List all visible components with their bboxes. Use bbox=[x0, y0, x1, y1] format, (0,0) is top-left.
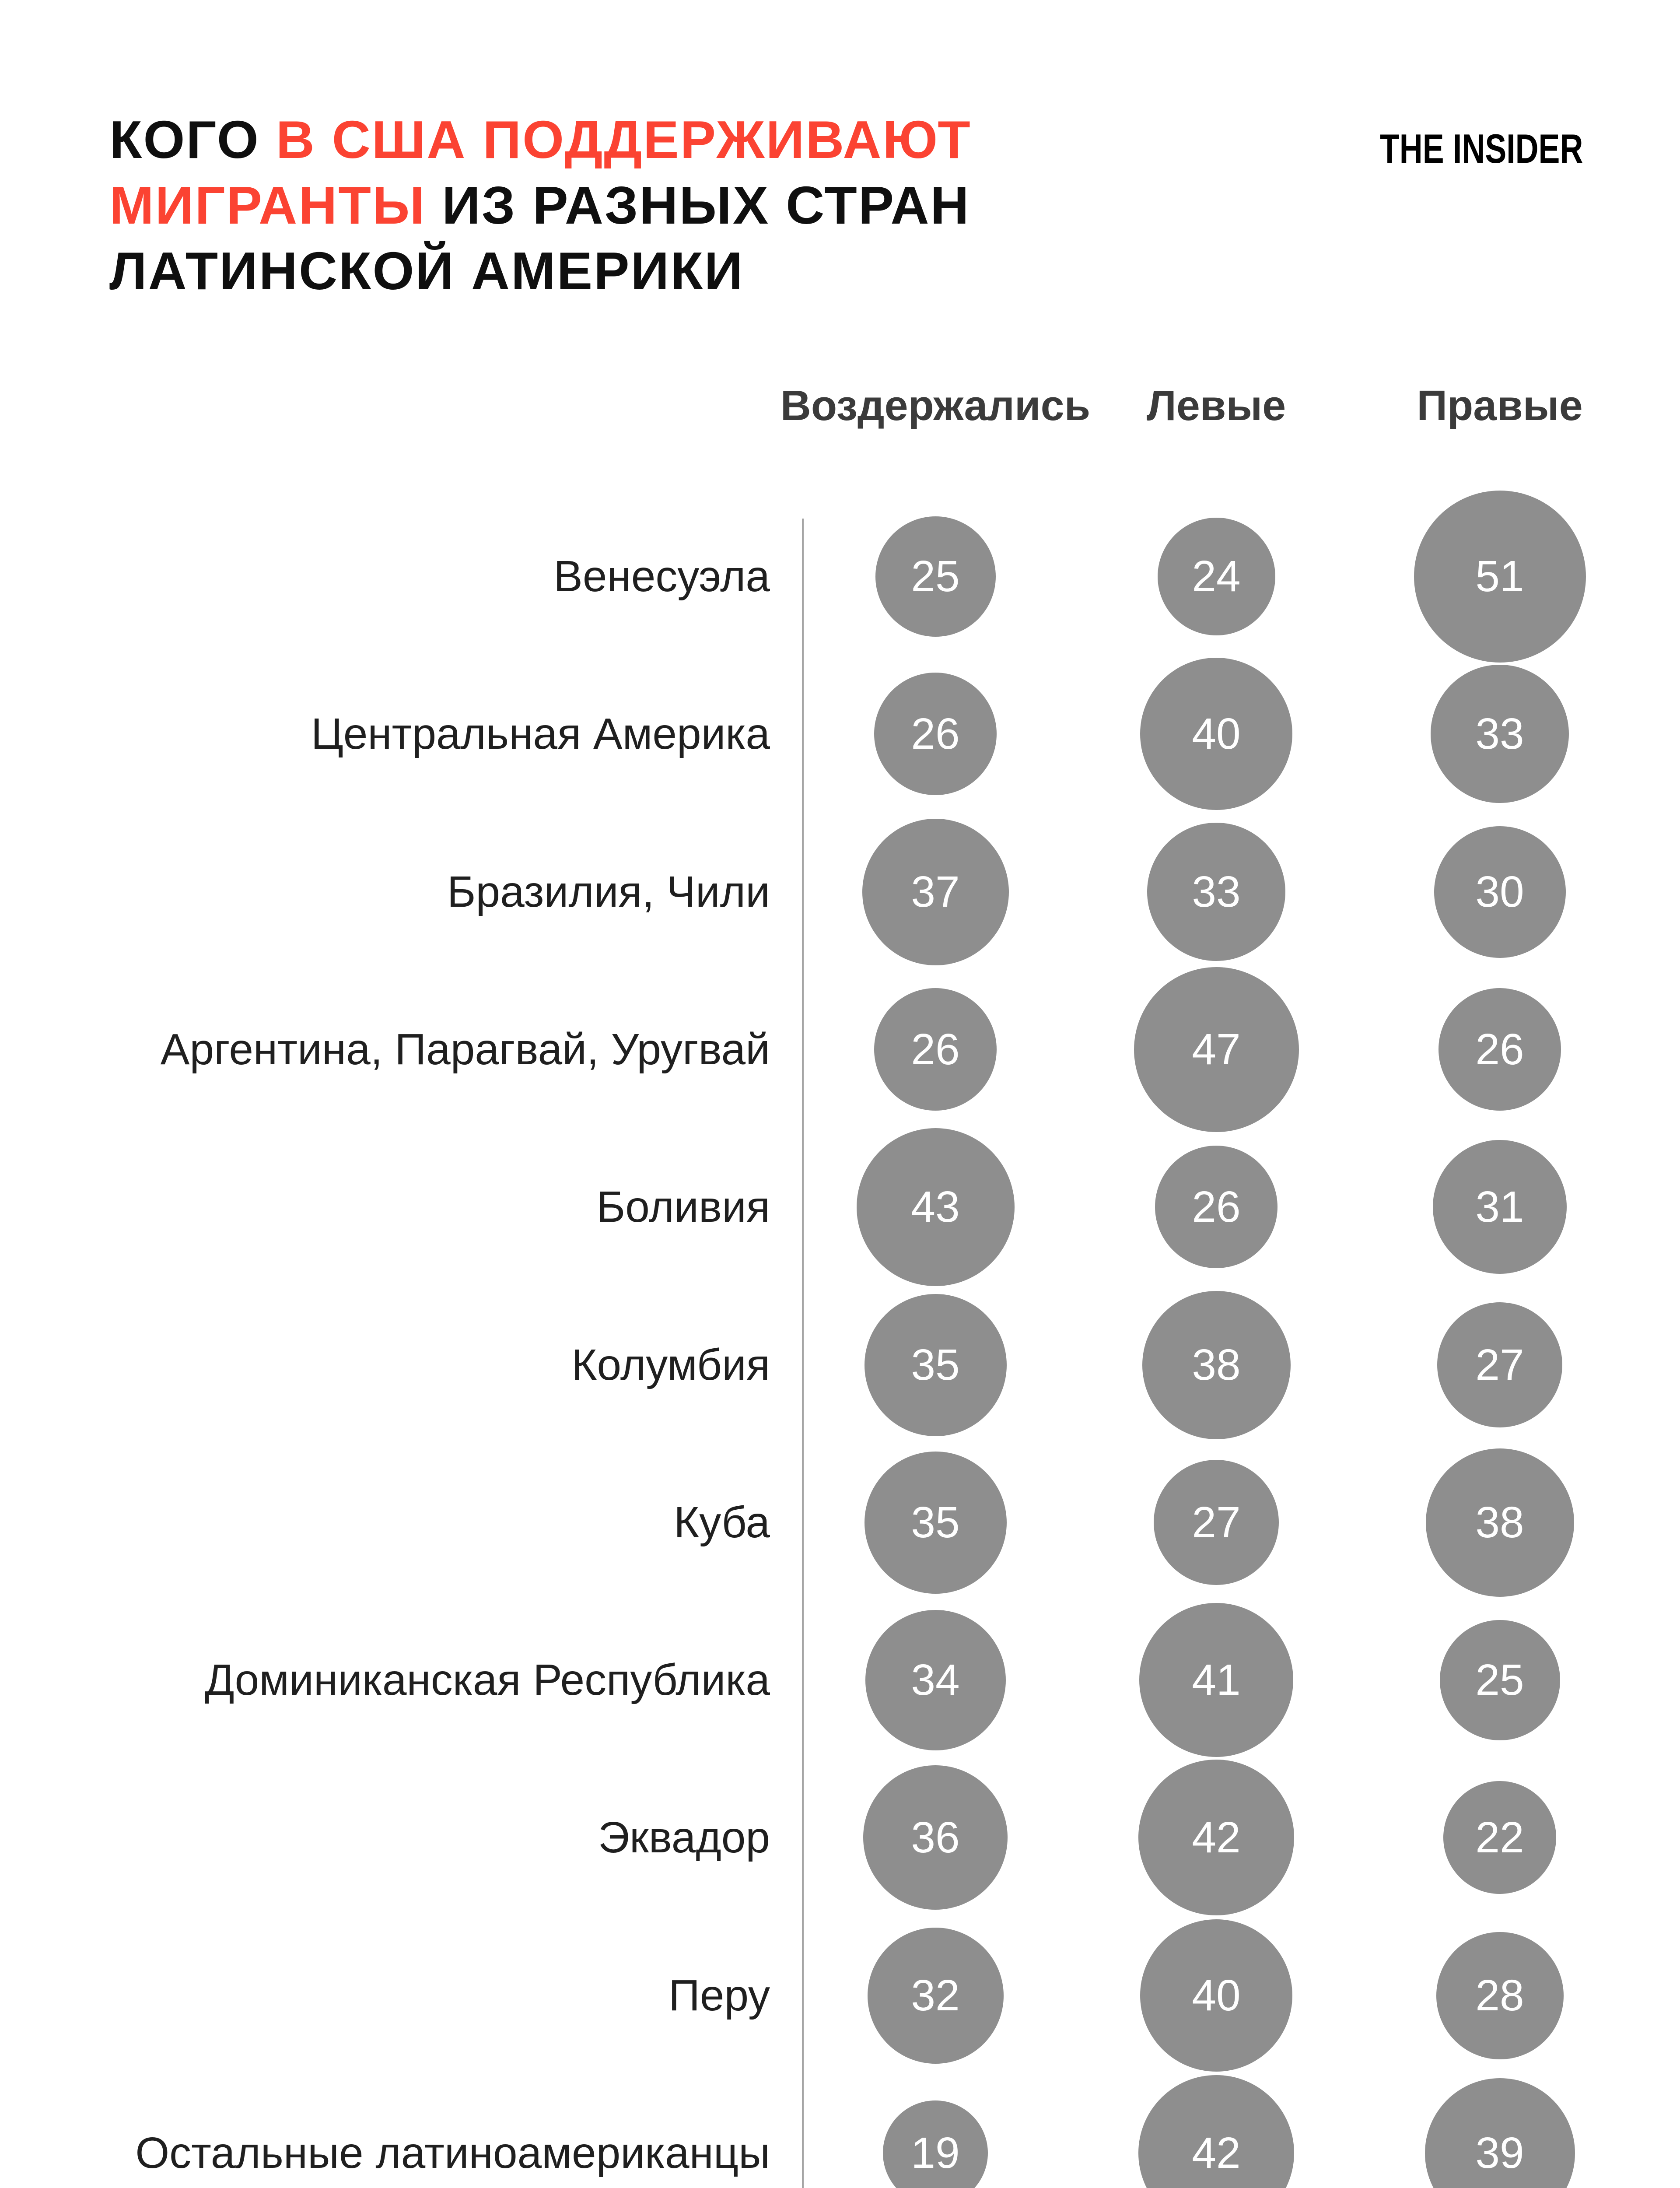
row-label: Эквадор bbox=[598, 1813, 770, 1862]
bubble-value: 33 bbox=[1192, 867, 1241, 916]
column-header-2: Левые bbox=[1146, 382, 1286, 429]
bubble: 39 bbox=[1424, 2078, 1575, 2188]
bubble-value: 31 bbox=[1475, 1182, 1524, 1231]
bubble-value: 40 bbox=[1192, 1971, 1241, 2020]
bubble: 35 bbox=[864, 1451, 1007, 1594]
bubble-value: 27 bbox=[1192, 1498, 1241, 1547]
bubble: 28 bbox=[1436, 1932, 1564, 2059]
column-header-3: Правые bbox=[1417, 382, 1583, 429]
title-segment: ИЗ РАЗНЫХ СТРАН bbox=[426, 175, 970, 235]
chart-title: КОГО В США ПОДДЕРЖИВАЮТ МИГРАНТЫ ИЗ РАЗНЫ… bbox=[109, 107, 972, 304]
bubble-value: 28 bbox=[1475, 1971, 1524, 2020]
bubble-value: 38 bbox=[1475, 1498, 1524, 1547]
bubble: 27 bbox=[1154, 1460, 1279, 1585]
bubble-value: 41 bbox=[1192, 1655, 1241, 1704]
bubble: 24 bbox=[1157, 517, 1275, 635]
bubble: 27 bbox=[1437, 1302, 1562, 1427]
bubble-value: 38 bbox=[1192, 1340, 1241, 1389]
bubble-value: 26 bbox=[1192, 1182, 1241, 1231]
bubble: 22 bbox=[1443, 1781, 1556, 1894]
bubble-value: 26 bbox=[911, 1025, 960, 1074]
row-label: Бразилия, Чили bbox=[447, 867, 770, 916]
bubble: 25 bbox=[875, 516, 996, 637]
bubble-value: 39 bbox=[1475, 2128, 1524, 2177]
column-header-1: Воздержались bbox=[780, 382, 1091, 429]
bubble-value: 25 bbox=[1475, 1655, 1524, 1704]
bubble: 38 bbox=[1142, 1290, 1291, 1439]
title-segment: В США ПОДДЕРЖИВАЮТ bbox=[276, 110, 972, 169]
bubble: 36 bbox=[863, 1765, 1008, 1910]
bubble-value: 33 bbox=[1475, 709, 1524, 758]
row-label: Куба bbox=[674, 1498, 770, 1547]
row-label: Аргентина, Парагвай, Уругвай bbox=[160, 1025, 770, 1074]
bubble: 26 bbox=[1155, 1146, 1278, 1268]
bubble-value: 22 bbox=[1475, 1813, 1524, 1862]
the-insider-logo: THE INSIDER bbox=[1379, 126, 1583, 172]
bubble: 37 bbox=[862, 818, 1009, 965]
bubble: 40 bbox=[1140, 1919, 1292, 2072]
row-label: Колумбия bbox=[571, 1340, 770, 1389]
bubble: 40 bbox=[1140, 658, 1292, 810]
bubble-value: 27 bbox=[1475, 1340, 1524, 1389]
bubble-value: 35 bbox=[911, 1498, 960, 1547]
bubble: 33 bbox=[1431, 665, 1569, 803]
bubble-value: 43 bbox=[911, 1182, 960, 1231]
title-segment: ЛАТИНСКОЙ АМЕРИКИ bbox=[109, 241, 744, 301]
bubble: 38 bbox=[1425, 1448, 1574, 1597]
bubble: 42 bbox=[1138, 1760, 1294, 1915]
row-label: Боливия bbox=[596, 1182, 770, 1231]
row-label: Венесуэла bbox=[553, 552, 770, 601]
title-segment: МИГРАНТЫ bbox=[109, 175, 426, 235]
bubble: 26 bbox=[874, 988, 997, 1111]
bubble: 35 bbox=[864, 1294, 1007, 1436]
bubble-value: 42 bbox=[1192, 1813, 1241, 1862]
bubble: 26 bbox=[874, 673, 997, 795]
bubble-value: 26 bbox=[911, 709, 960, 758]
bubble: 19 bbox=[883, 2100, 988, 2188]
bubble-value: 34 bbox=[911, 1655, 960, 1704]
axis-vertical-line bbox=[802, 519, 804, 2188]
bubble: 32 bbox=[867, 1927, 1004, 2064]
row-label: Центральная Америка bbox=[311, 709, 770, 758]
row-label: Остальные латиноамериканцы bbox=[135, 2128, 770, 2177]
bubble: 47 bbox=[1134, 967, 1299, 1132]
bubble: 31 bbox=[1433, 1140, 1567, 1274]
bubble: 41 bbox=[1139, 1603, 1293, 1757]
bubble: 42 bbox=[1138, 2075, 1294, 2188]
title-segment: КОГО bbox=[109, 110, 276, 169]
bubble-value: 40 bbox=[1192, 709, 1241, 758]
bubble: 25 bbox=[1439, 1620, 1560, 1740]
bubble-value: 24 bbox=[1192, 552, 1241, 601]
bubble-value: 19 bbox=[911, 2128, 960, 2177]
bubble: 30 bbox=[1434, 826, 1566, 958]
row-label: Доминиканская Республика bbox=[204, 1655, 770, 1704]
bubble-value: 32 bbox=[911, 1971, 960, 2020]
bubble-value: 36 bbox=[911, 1813, 960, 1862]
bubble-value: 51 bbox=[1475, 552, 1524, 601]
bubble: 51 bbox=[1414, 490, 1586, 663]
bubble: 33 bbox=[1147, 823, 1285, 961]
bubble-value: 37 bbox=[911, 867, 960, 916]
bubble-value: 25 bbox=[911, 552, 960, 601]
row-label: Перу bbox=[668, 1971, 770, 2020]
bubble-value: 26 bbox=[1475, 1025, 1524, 1074]
bubble-value: 30 bbox=[1475, 867, 1524, 916]
bubble-value: 47 bbox=[1192, 1025, 1241, 1074]
bubble: 34 bbox=[865, 1609, 1006, 1750]
bubble-value: 42 bbox=[1192, 2128, 1241, 2177]
bubble: 43 bbox=[856, 1128, 1015, 1286]
bubble: 26 bbox=[1438, 988, 1561, 1111]
bubble-value: 35 bbox=[911, 1340, 960, 1389]
